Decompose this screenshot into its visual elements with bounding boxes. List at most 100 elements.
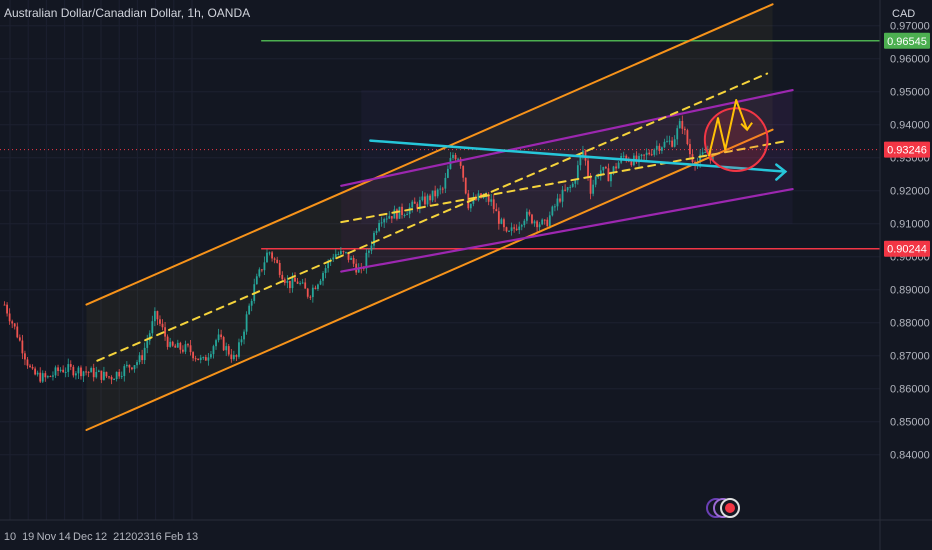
- price-tag-label: 0.93246: [887, 145, 927, 157]
- candle-up: [444, 177, 447, 189]
- candle-up: [551, 206, 554, 216]
- candle-up: [225, 346, 228, 351]
- candle-up: [90, 368, 93, 373]
- candle-up: [368, 250, 370, 253]
- x-tick-label: 19: [22, 531, 34, 543]
- candle-down: [536, 221, 538, 228]
- candle-up: [46, 376, 49, 378]
- candle-down: [26, 359, 29, 366]
- candle-down: [686, 130, 689, 145]
- candle-up: [59, 369, 62, 371]
- purple-channel-fill: [341, 90, 793, 272]
- candle-up: [554, 206, 556, 208]
- candle-down: [161, 323, 164, 328]
- candle-down: [174, 345, 177, 348]
- candle-up: [77, 367, 80, 374]
- candle-up: [561, 189, 564, 202]
- candle-up: [520, 225, 523, 227]
- candle-down: [166, 336, 169, 347]
- candle-down: [424, 196, 426, 205]
- candle-down: [3, 304, 6, 306]
- teal-arrow-head: [775, 163, 788, 181]
- x-tick-label: 10: [4, 531, 16, 543]
- candle-up: [207, 357, 210, 361]
- candle-up: [518, 226, 521, 231]
- candle-down: [189, 345, 192, 353]
- candle-up: [383, 218, 386, 223]
- x-tick-label: Dec: [73, 531, 93, 543]
- candle-up: [120, 376, 123, 378]
- candle-down: [204, 357, 207, 361]
- candle-up: [408, 207, 411, 215]
- candle-down: [304, 282, 307, 289]
- time-axis-band: [0, 520, 932, 550]
- candle-down: [429, 195, 431, 201]
- candle-up: [597, 176, 600, 178]
- candle-up: [523, 220, 526, 226]
- candle-up: [151, 321, 154, 334]
- candle-down: [283, 279, 286, 283]
- candle-up: [123, 366, 126, 377]
- candle-up: [439, 188, 442, 190]
- candle-up: [431, 190, 434, 201]
- candle-down: [604, 166, 607, 169]
- candle-down: [607, 168, 610, 182]
- candle-down: [6, 304, 8, 314]
- candle-up: [426, 195, 429, 205]
- candle-down: [187, 344, 189, 346]
- candle-up: [538, 224, 541, 228]
- logo-dot: [725, 503, 735, 513]
- watermark-logo: [706, 498, 740, 518]
- candle-up: [482, 196, 485, 198]
- x-tick-label: 14: [58, 531, 70, 543]
- candle-up: [212, 346, 215, 355]
- candle-up: [133, 365, 136, 370]
- candle-down: [589, 177, 592, 194]
- candle-up: [103, 371, 105, 380]
- orange-channel-lower: [85, 128, 774, 431]
- candle-down: [347, 252, 350, 260]
- candle-up: [52, 375, 54, 377]
- purple-channel-lower: [340, 187, 794, 273]
- candle-down: [681, 121, 684, 129]
- x-tick-label: 12: [95, 531, 107, 543]
- candle-up: [699, 154, 702, 163]
- candle-down: [273, 258, 276, 260]
- y-tick-label: 0.85000: [890, 417, 930, 429]
- candle-down: [108, 376, 110, 378]
- purple-channel-upper: [340, 88, 794, 187]
- candle-up: [286, 280, 289, 283]
- candle-up: [653, 149, 656, 155]
- candle-down: [434, 190, 437, 197]
- candle-up: [398, 206, 401, 219]
- candle-up: [215, 340, 217, 347]
- candle-down: [179, 342, 182, 350]
- candle-up: [525, 211, 528, 221]
- candle-up: [452, 154, 454, 159]
- chart-title: Australian Dollar/Canadian Dollar, 1h, O…: [4, 6, 251, 20]
- candle-up: [617, 162, 620, 169]
- candle-up: [385, 218, 388, 220]
- candle-down: [230, 354, 233, 360]
- candle-up: [113, 379, 116, 381]
- candle-up: [243, 331, 245, 340]
- candle-down: [492, 199, 495, 210]
- candle-down: [309, 296, 312, 298]
- price-tag-bg: [884, 141, 930, 158]
- candle-down: [495, 209, 498, 212]
- candle-up: [332, 257, 335, 260]
- candle-up: [701, 152, 704, 155]
- candle-down: [62, 369, 65, 373]
- candle-up: [375, 230, 378, 233]
- candle-up: [541, 219, 544, 225]
- candle-up: [245, 314, 248, 332]
- candle-up: [311, 287, 314, 298]
- candle-down: [462, 165, 465, 178]
- candle-up: [248, 305, 251, 315]
- candle-up: [291, 277, 294, 289]
- candle-down: [416, 203, 419, 209]
- candle-up: [574, 180, 577, 184]
- candle-down: [278, 262, 281, 275]
